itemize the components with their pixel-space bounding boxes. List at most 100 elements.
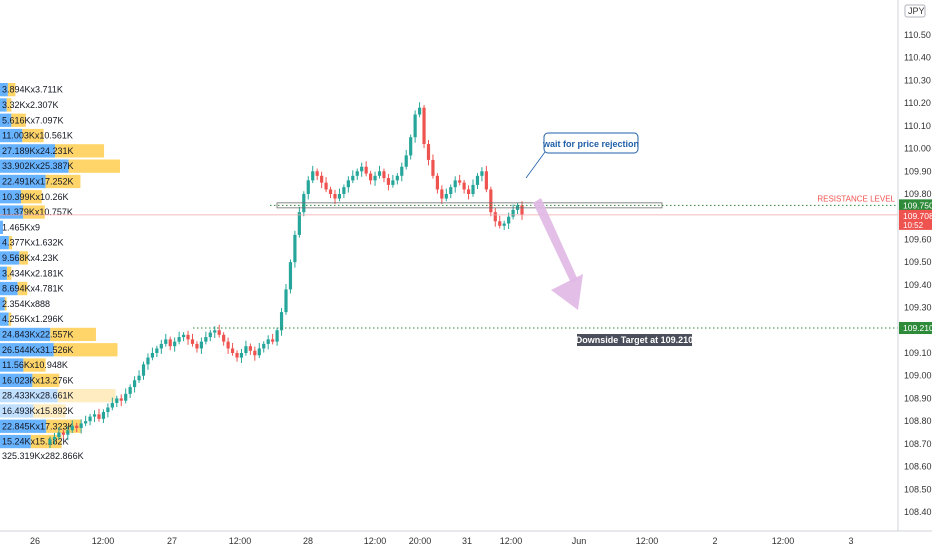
x-tick-label: 2 — [712, 536, 717, 546]
target-label-box[interactable] — [577, 334, 692, 347]
candle-body — [369, 173, 373, 181]
countdown-text: 10:52 — [903, 221, 924, 230]
candle — [230, 343, 235, 356]
candle — [355, 168, 359, 180]
candle — [360, 162, 364, 177]
callout-box[interactable] — [543, 132, 639, 154]
currency-badge[interactable] — [904, 4, 926, 18]
candle — [279, 308, 284, 336]
candle — [61, 429, 65, 439]
candle-body — [520, 205, 524, 215]
candle — [88, 413, 92, 426]
y-tick-label: 109.50 — [904, 257, 932, 267]
x-tick-label: 12:00 — [772, 536, 795, 546]
candle-body — [400, 166, 404, 176]
volume-profile-row: 28.433Kx28.661K — [0, 389, 116, 403]
vp-buy-bar — [0, 190, 22, 204]
candle-body — [177, 337, 181, 342]
volume-profile-row: 1.465Kx9 — [0, 220, 40, 234]
candle-body — [141, 364, 146, 376]
arrow-shaft — [533, 198, 578, 283]
x-tick-label: 12:00 — [364, 536, 387, 546]
volume-profile-row: 3.434Kx2.181K — [0, 266, 64, 280]
candle — [466, 185, 471, 200]
candle — [150, 347, 155, 361]
candle-body — [88, 416, 92, 422]
candle — [52, 432, 57, 445]
candle-body — [204, 337, 208, 342]
candle — [137, 370, 141, 383]
vp-buy-bar — [0, 159, 69, 173]
candle-body — [84, 421, 88, 424]
callout-pointer — [525, 151, 546, 179]
candle-body — [119, 398, 123, 401]
candle-body — [337, 194, 342, 199]
y-tick-label: 108.80 — [904, 416, 932, 426]
vp-row-label: 16.493Kx15.892K — [2, 406, 74, 416]
x-tick-label: 28 — [303, 536, 313, 546]
vp-buy-bar — [0, 144, 56, 158]
y-tick-label: 110.40 — [904, 53, 931, 63]
x-tick-label: 31 — [462, 536, 472, 546]
candle — [186, 330, 190, 345]
vp-buy-bar — [0, 128, 23, 143]
target-label: Downside Target at 109.210 — [576, 335, 693, 345]
candle — [440, 185, 444, 204]
candle — [377, 165, 382, 179]
candle-body — [422, 107, 426, 145]
candle-body — [324, 182, 328, 190]
candle-body — [213, 330, 217, 333]
volume-profile-row: 10.399Kx10.26K — [0, 190, 69, 204]
y-tick-label: 108.50 — [904, 484, 932, 494]
candle-body — [253, 350, 257, 356]
candle-body — [466, 189, 471, 194]
candle-body — [244, 346, 248, 353]
vp-row-label: 4.377Kx1.632K — [2, 238, 64, 248]
vp-buy-bar — [0, 343, 54, 357]
candle — [101, 409, 106, 423]
vp-sell-bar — [33, 404, 66, 418]
currency-label: JPY — [908, 6, 925, 16]
vp-sell-bar — [8, 236, 13, 250]
vp-row-label: 3.434Kx2.181K — [2, 268, 64, 278]
candle — [346, 176, 350, 193]
x-tick-label: 27 — [167, 536, 177, 546]
volume-profile-row: 3.32Kx2.307K — [0, 98, 59, 112]
candle — [404, 149, 408, 170]
candle-body — [226, 341, 230, 349]
candle-body — [97, 414, 101, 419]
y-tick-label: 108.70 — [904, 439, 932, 449]
price-axis[interactable]: 110.50 110.40 110.30 110.20 110.10 110.00 109.… — [897, 0, 932, 550]
candle — [275, 327, 279, 346]
resistance-label: RESISTANCE LEVEL — [817, 194, 895, 203]
candle-body — [199, 341, 203, 349]
vp-sell-bar — [21, 190, 42, 204]
candle — [235, 350, 239, 362]
candle-body — [110, 402, 114, 408]
vp-buy-bar — [0, 389, 58, 403]
current-price-text: 109.708 — [903, 211, 932, 221]
candle-body — [484, 171, 488, 190]
candle — [449, 184, 453, 199]
vp-row-label: 24.843Kx22.557K — [2, 329, 74, 339]
vp-sell-bar — [53, 343, 118, 357]
time-axis[interactable]: 26 12:00 27 12:00 28 12:00 20:00 31 12:00 Jun 12:0… — [0, 530, 932, 546]
candle — [324, 177, 328, 193]
vp-buy-bar — [0, 404, 34, 418]
vp-buy-bar — [0, 434, 31, 449]
candle — [413, 110, 417, 143]
candle-body — [395, 175, 399, 181]
candle — [369, 170, 373, 185]
candle — [257, 343, 261, 358]
candle — [382, 168, 386, 183]
candle — [266, 335, 270, 350]
candle-body — [431, 159, 435, 176]
candle — [79, 419, 83, 434]
candle-body — [190, 339, 195, 344]
candle — [498, 215, 502, 229]
candle-body — [262, 343, 266, 349]
vp-row-label: 15.24Kx15.182K — [2, 437, 69, 447]
vp-row-label: 22.845Kx17.323K — [2, 421, 74, 431]
volume-profile-row: 5.616Kx7.097K — [0, 113, 64, 127]
